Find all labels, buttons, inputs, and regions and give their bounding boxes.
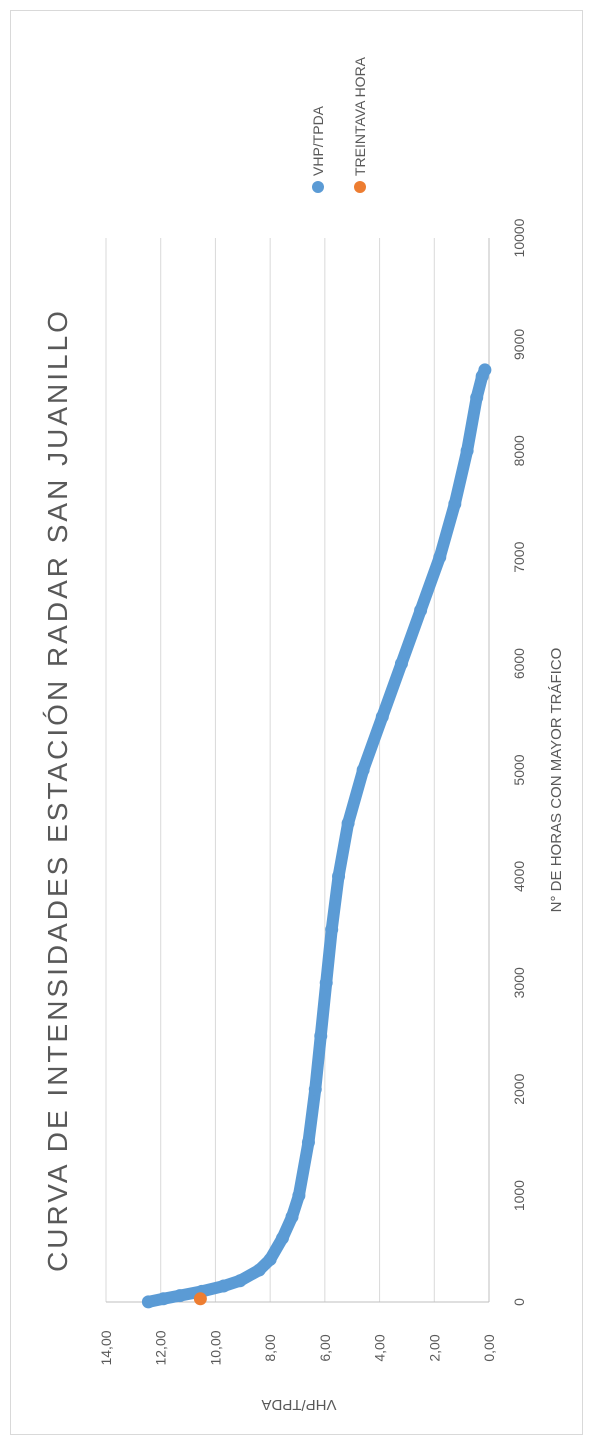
data-point: [285, 1210, 299, 1224]
y-tick-labels: 0,00 2,00 4,00 6,00 8,00 10,00 12,00 14,00: [98, 1330, 497, 1365]
data-point: [292, 1189, 306, 1203]
y-tick-label: 8,00: [262, 1334, 278, 1361]
x-tick-label: 0: [511, 1298, 527, 1306]
data-point: [233, 1274, 247, 1288]
x-tick-label: 6000: [511, 648, 527, 679]
data-point: [156, 1292, 170, 1306]
series-vhp-tpda: [141, 363, 492, 1309]
legend-marker-treintava: [354, 181, 366, 193]
x-tick-label: 7000: [511, 541, 527, 572]
data-point: [325, 923, 339, 937]
x-tick-label: 5000: [511, 754, 527, 785]
y-tick-label: 12,00: [153, 1330, 169, 1365]
data-point: [448, 497, 462, 511]
data-point: [414, 603, 428, 617]
data-point: [141, 1295, 155, 1309]
data-point: [341, 816, 355, 830]
data-point: [252, 1263, 266, 1277]
y-axis-title: VHP/TPDA: [261, 1396, 336, 1413]
series-line: [142, 363, 491, 1308]
legend: VHP/TPDA TREINTAVA HORA: [310, 56, 368, 193]
data-point: [478, 363, 492, 377]
data-point: [433, 550, 447, 564]
legend-marker-vhp: [312, 181, 324, 193]
legend-label-treintava: TREINTAVA HORA: [352, 56, 368, 176]
data-point: [460, 444, 474, 458]
data-point: [193, 1292, 207, 1306]
y-tick-label: 14,00: [98, 1330, 114, 1365]
data-point: [173, 1289, 187, 1303]
x-tick-label: 2000: [511, 1073, 527, 1104]
chart-frame: [10, 10, 583, 1435]
legend-label-vhp: VHP/TPDA: [310, 105, 326, 176]
x-tick-label: 8000: [511, 435, 527, 466]
x-tick-label: 9000: [511, 329, 527, 360]
data-point: [470, 391, 484, 405]
data-point: [263, 1252, 277, 1266]
x-tick-label: 4000: [511, 861, 527, 892]
x-tick-label: 10000: [511, 218, 527, 257]
series-layer: [141, 363, 492, 1309]
data-point: [394, 657, 408, 671]
data-point: [332, 869, 346, 883]
data-point: [356, 763, 370, 777]
x-tick-labels: 0 1000 2000 3000 4000 5000 6000 7000 8000 9000 100…: [511, 218, 527, 1306]
data-point: [375, 710, 389, 724]
y-tick-label: 0,00: [481, 1334, 497, 1361]
data-point: [308, 1082, 322, 1096]
y-tick-label: 4,00: [372, 1334, 388, 1361]
data-point: [319, 976, 333, 990]
y-tick-label: 2,00: [426, 1334, 442, 1361]
chart-title: CURVA DE INTENSIDADES ESTACIÓN RADAR SAN…: [42, 308, 73, 1272]
y-tick-label: 6,00: [317, 1334, 333, 1361]
data-point: [217, 1279, 231, 1293]
gridlines: [105, 238, 490, 1303]
y-tick-label: 10,00: [207, 1330, 223, 1365]
data-point: [275, 1231, 289, 1245]
data-point: [301, 1135, 315, 1149]
x-axis-title: N° DE HORAS CON MAYOR TRÁFICO: [548, 648, 565, 913]
series-treintava-hora: [193, 1292, 207, 1306]
data-point: [314, 1029, 328, 1043]
x-tick-label: 1000: [511, 1180, 527, 1211]
x-tick-label: 3000: [511, 967, 527, 998]
